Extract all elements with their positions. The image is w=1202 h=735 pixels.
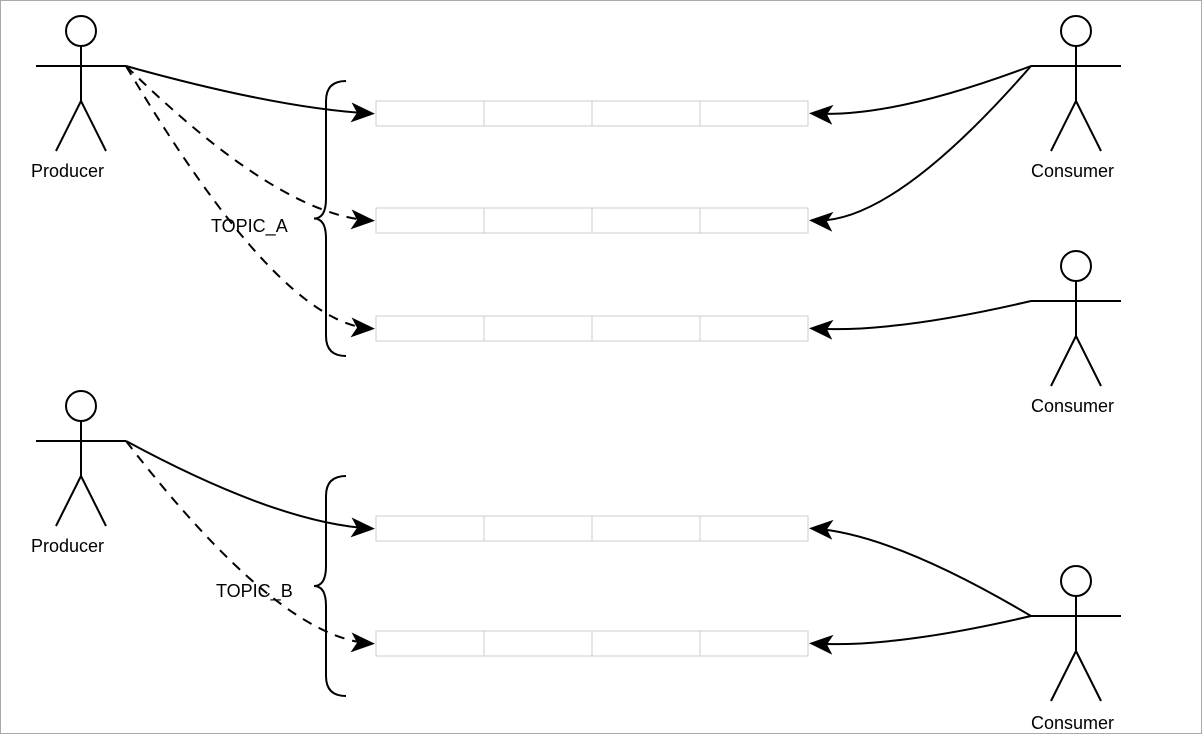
topic-a-label: TOPIC_A bbox=[211, 216, 288, 237]
diagram-container: Producer Producer Consumer Consumer Cons… bbox=[0, 0, 1202, 734]
consumer2-label: Consumer bbox=[1031, 396, 1114, 417]
topic-b-label: TOPIC_B bbox=[216, 581, 293, 602]
diagram-svg bbox=[1, 1, 1202, 735]
producer2-label: Producer bbox=[31, 536, 104, 557]
consumer3-label: Consumer bbox=[1031, 713, 1114, 734]
consumer1-label: Consumer bbox=[1031, 161, 1114, 182]
producer1-label: Producer bbox=[31, 161, 104, 182]
